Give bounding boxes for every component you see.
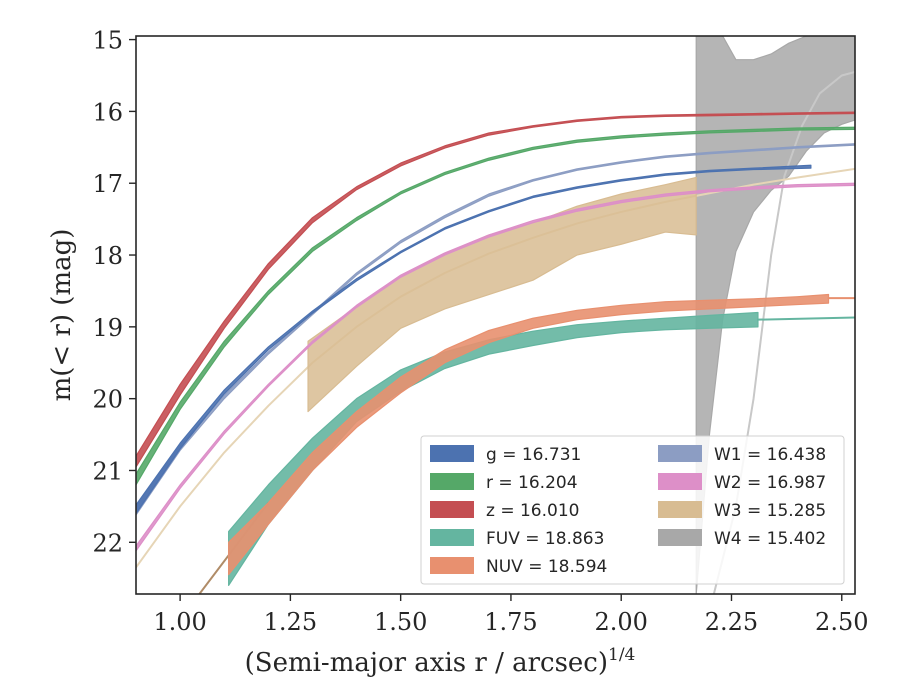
series-w1-band	[136, 143, 855, 516]
x-axis-title-text: (Semi-major axis r / arcsec)	[245, 648, 608, 678]
legend-label-w1: W1 = 16.438	[714, 445, 826, 465]
series-layer	[136, 36, 855, 594]
x-tick-label: 1.50	[374, 608, 427, 636]
x-tick-label: 1.00	[153, 608, 206, 636]
x-tick-label: 2.50	[815, 608, 868, 636]
y-tick-label: 16	[92, 98, 123, 126]
y-axis-title: m(< r) (mag)	[47, 229, 77, 402]
series-w4-band	[695, 36, 855, 594]
series-g-band	[136, 164, 812, 515]
legend-swatch-g	[430, 445, 474, 462]
legend-swatch-nuv	[430, 557, 474, 574]
legend-swatch-z	[430, 501, 474, 518]
x-tick-label: 1.25	[264, 608, 317, 636]
x-axis-title: (Semi-major axis r / arcsec)1/4	[245, 645, 636, 678]
legend-swatch-w3	[658, 501, 702, 518]
legend-label-w4: W4 = 15.402	[714, 529, 826, 549]
series-w2-band	[136, 182, 855, 552]
x-tick-label: 2.25	[705, 608, 758, 636]
legend-swatch-fuv	[430, 529, 474, 546]
y-tick-label: 19	[92, 314, 123, 342]
y-tick-label: 15	[92, 27, 123, 55]
legend-label-w3: W3 = 15.285	[714, 501, 826, 521]
legend-label-g: g = 16.731	[486, 445, 581, 465]
legend-label-w2: W2 = 16.987	[714, 473, 826, 493]
y-tick-label: 20	[92, 386, 123, 414]
legend-swatch-w4	[658, 529, 702, 546]
x-axis: 1.00 1.25 1.50 1.75 2.00 2.25 2.50	[153, 594, 868, 636]
legend-label-nuv: NUV = 18.594	[486, 557, 607, 577]
legend-frame	[420, 435, 845, 585]
x-axis-title-exponent: 1/4	[608, 645, 635, 665]
y-tick-label: 18	[92, 242, 123, 270]
series-fuv-model-line	[756, 316, 855, 321]
series-z-band	[136, 111, 855, 468]
series-r-band	[136, 126, 855, 486]
legend-swatch-w2	[658, 473, 702, 490]
legend-swatch-w1	[658, 445, 702, 462]
x-tick-label: 2.00	[594, 608, 647, 636]
y-tick-label: 22	[92, 529, 123, 557]
y-axis: 15 16 17 18 19 20 21 22	[92, 27, 136, 557]
legend: g = 16.731 r = 16.204 z = 16.010 FUV = 18.8…	[420, 435, 845, 585]
legend-label-z: z = 16.010	[486, 501, 579, 521]
legend-swatch-r	[430, 473, 474, 490]
y-tick-label: 21	[92, 457, 123, 485]
x-tick-label: 1.75	[484, 608, 537, 636]
plot-frame	[135, 35, 856, 595]
y-tick-label: 17	[92, 170, 123, 198]
series-nuv-band	[228, 293, 830, 576]
legend-label-r: r = 16.204	[486, 473, 578, 493]
legend-label-fuv: FUV = 18.863	[486, 529, 604, 549]
